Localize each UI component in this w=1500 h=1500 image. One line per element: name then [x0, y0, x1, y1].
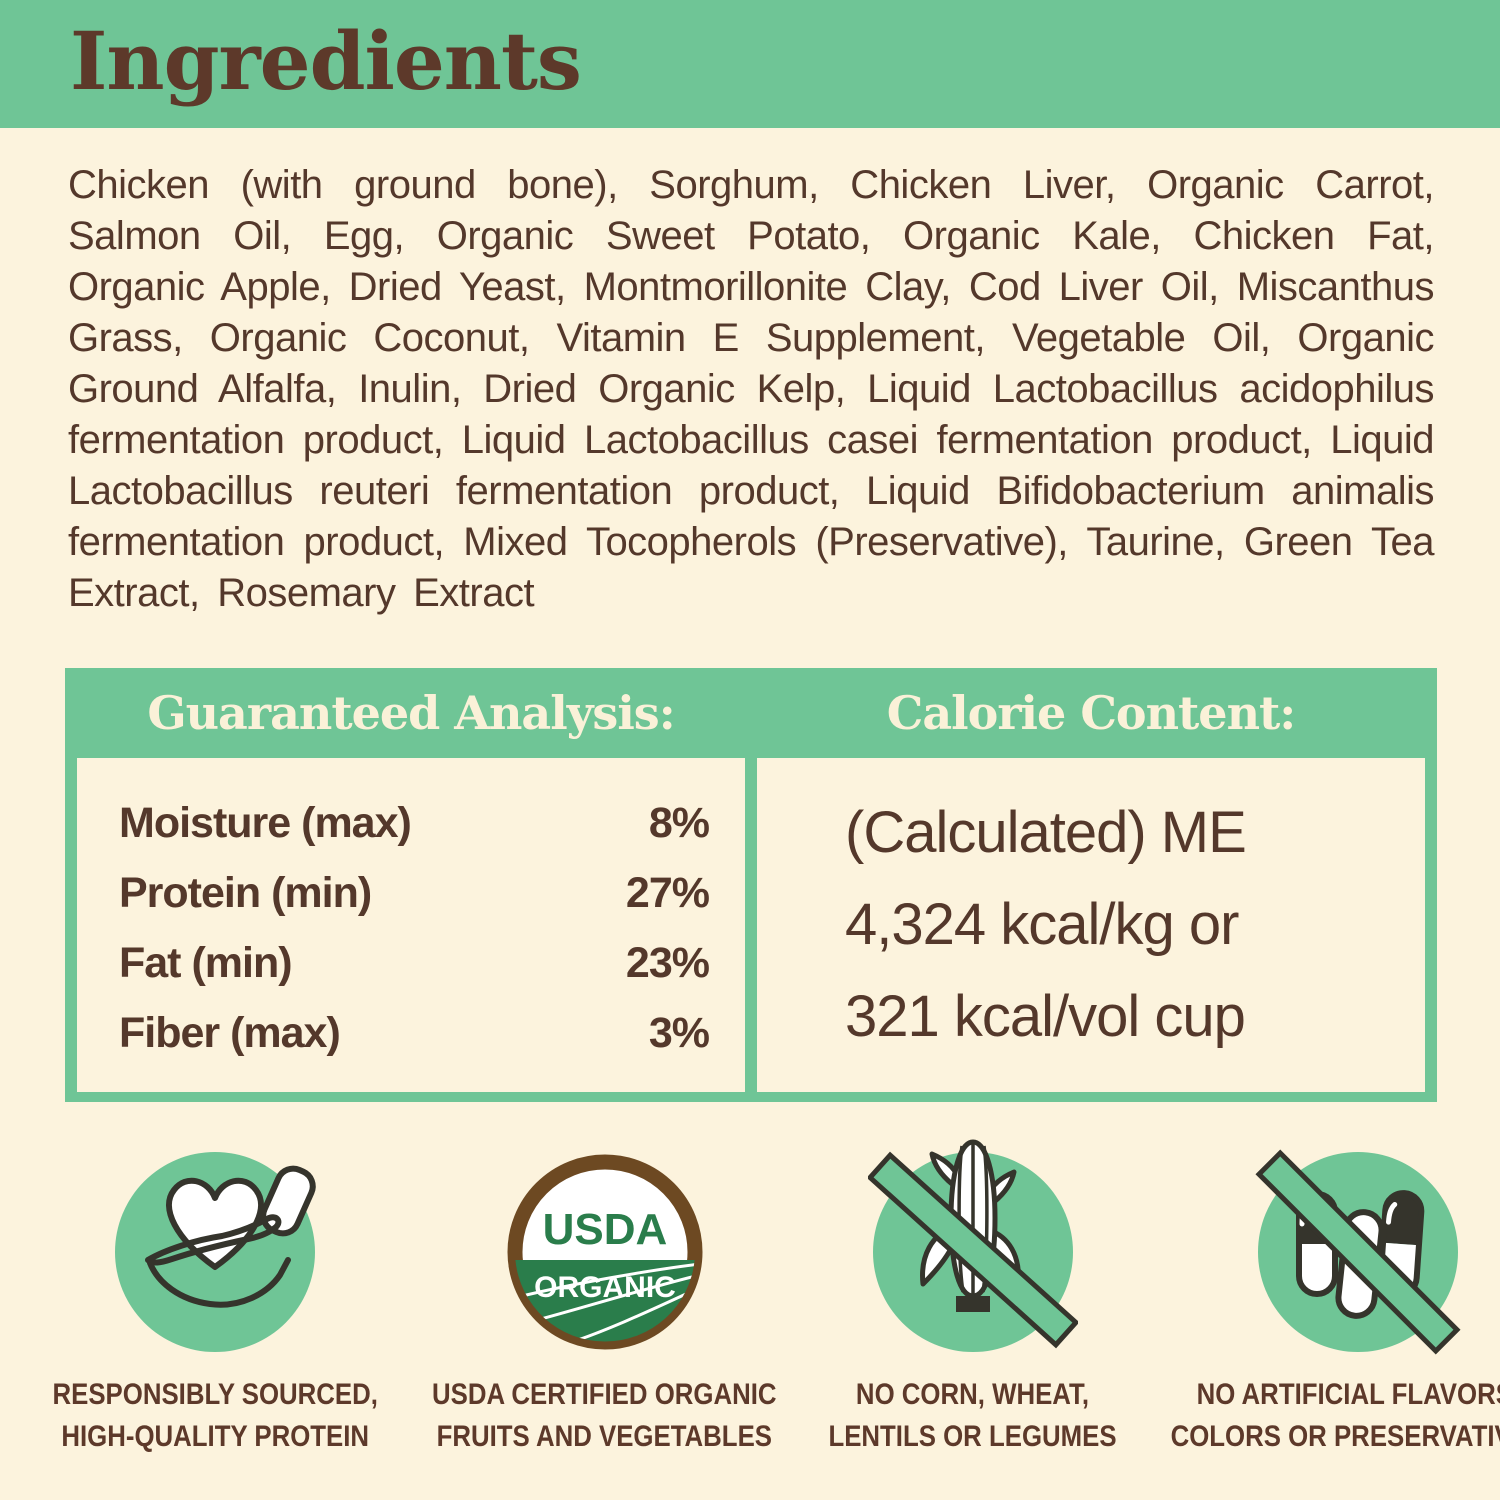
- title-band: Ingredients: [0, 0, 1500, 128]
- calorie-line: 321 kcal/vol cup: [845, 984, 1246, 1049]
- calorie-line: (Calculated) ME: [845, 800, 1247, 865]
- guaranteed-analysis-table: Moisture (max) 8% Protein (min) 27% Fat …: [77, 758, 745, 1092]
- badge-caption: RESPONSIBLY SOURCED, HIGH-QUALITY PROTEI…: [52, 1378, 378, 1453]
- nutrient-label: Moisture (max): [119, 798, 412, 847]
- calorie-content-title: Calorie Content:: [886, 686, 1297, 740]
- badge-caption: USDA CERTIFIED ORGANIC FRUITS AND VEGETA…: [432, 1378, 777, 1453]
- hand-heart-icon: [115, 1152, 316, 1352]
- badge-usda-organic: USDA ORGANIC USDA CERTIFIED ORGANIC FRUI…: [404, 1132, 805, 1458]
- table-row: Fat (min) 23%: [119, 938, 710, 988]
- nutrient-value: 3%: [648, 1008, 710, 1057]
- no-pills-icon: [1255, 1149, 1461, 1355]
- badge-no-pills: NO ARTIFICIAL FLAVORS, COLORS OR PRESERV…: [1140, 1132, 1500, 1458]
- table-row: Fiber (max) 3%: [119, 1008, 710, 1058]
- seal-bottom-text: ORGANIC: [534, 1271, 676, 1304]
- calorie-line: 4,324 kcal/kg or: [845, 892, 1239, 957]
- badge-no-corn: NO CORN, WHEAT, LENTILS OR LEGUMES: [805, 1132, 1140, 1458]
- guaranteed-analysis-title: Guaranteed Analysis:: [147, 686, 675, 740]
- badge-row: RESPONSIBLY SOURCED, HIGH-QUALITY PROTEI…: [26, 1132, 1500, 1458]
- seal-top-text: USDA: [542, 1205, 667, 1254]
- nutrient-value: 8%: [648, 798, 710, 847]
- table-row: Protein (min) 27%: [119, 868, 710, 918]
- nutrient-label: Fiber (max): [119, 1008, 341, 1057]
- nutrient-value: 27%: [625, 868, 710, 917]
- badge-caption: NO CORN, WHEAT, LENTILS OR LEGUMES: [828, 1378, 1117, 1453]
- badge-responsibly-sourced: RESPONSIBLY SOURCED, HIGH-QUALITY PROTEI…: [26, 1132, 404, 1458]
- ingredients-paragraph: Chicken (with ground bone), Sorghum, Chi…: [68, 163, 1435, 615]
- analysis-calorie-panel: Guaranteed Analysis: Calorie Content: Mo…: [65, 668, 1437, 1102]
- nutrient-value: 23%: [625, 938, 710, 987]
- nutrient-label: Protein (min): [119, 868, 372, 917]
- nutrient-label: Fat (min): [119, 938, 293, 987]
- calorie-content-box: (Calculated) ME 4,324 kcal/kg or 321 kca…: [757, 758, 1425, 1092]
- table-row: Moisture (max) 8%: [119, 798, 710, 848]
- page-title: Ingredients: [70, 14, 582, 108]
- no-corn-icon: [867, 1139, 1078, 1352]
- usda-organic-seal: USDA ORGANIC: [507, 1154, 703, 1350]
- badge-caption: NO ARTIFICIAL FLAVORS, COLORS OR PRESERV…: [1170, 1378, 1500, 1453]
